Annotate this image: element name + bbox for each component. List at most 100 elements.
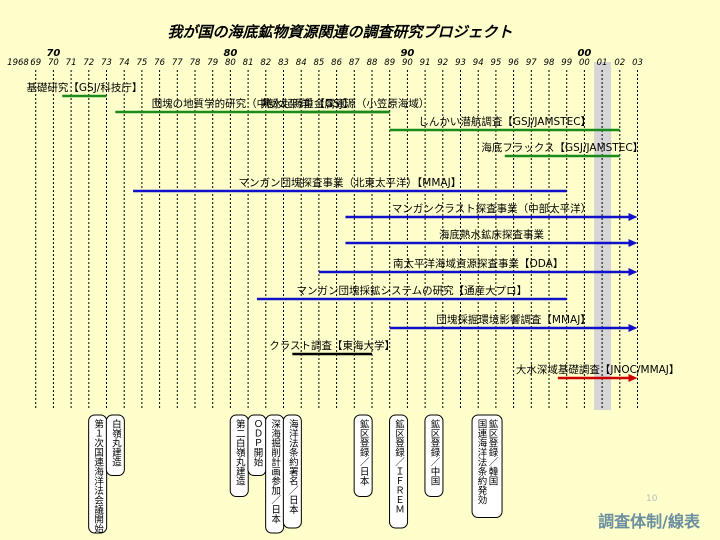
event-label: 鉱区登録／中国: [428, 418, 440, 486]
project-bar: マンガン団塊探査事業（北東太平洋）【MMAJ】: [133, 176, 567, 193]
event-marker: 第１次国連海洋法会議開始: [88, 414, 108, 534]
decade-label: 70: [46, 48, 60, 59]
phase-label: II: [263, 97, 269, 109]
arrow-head: [628, 268, 638, 276]
event-label: 深海掘削計画参加／日本: [269, 419, 281, 524]
event-box: [424, 414, 444, 497]
chart-title: 我が国の海底鉱物資源関連の調査研究プロジェクト: [167, 23, 512, 41]
bar-label: 海底フラックス【GSJ/JAMSTEC】: [481, 141, 643, 154]
event-box: [353, 414, 373, 497]
bar-label: しんかい潜航調査【GSJ/JAMSTEC】: [418, 115, 591, 128]
year-tick-label: 00: [579, 58, 590, 68]
year-tick-label: 69: [30, 58, 41, 68]
year-tick-label: 85: [313, 58, 324, 68]
year-tick-label: 88: [367, 58, 378, 68]
event-marker: 白嶺丸建造: [105, 414, 125, 476]
year-tick-label: 03: [632, 58, 643, 68]
event-box: [389, 414, 409, 529]
event-labels: 第１次国連海洋法会議開始 白嶺丸建造 第二白嶺丸建造 ＯＤＰ開始 深海掘削計画参加／日本…: [88, 414, 503, 534]
year-tick-label: 91: [420, 58, 431, 68]
arrow-head: [628, 324, 638, 332]
bar-label: 団塊の地質学的研究（中部太平洋）【GSJ】: [152, 97, 354, 110]
event-label: 鉱区登録／韓国: [487, 418, 499, 486]
bar-label: 団塊採掘環境影響調査【MMAJ】: [436, 313, 590, 326]
year-tick-label: 94: [473, 58, 484, 68]
event-box: [282, 414, 302, 529]
arrow-head: [628, 213, 638, 221]
project-bar: 団塊採掘環境影響調査【MMAJ】: [389, 313, 638, 332]
year-axis: 1968 69 70 71 72 73 74 75 76 77 78 79 80 81 82 83 84 85 86…: [7, 48, 643, 68]
event-marker: 深海掘削計画参加／日本: [265, 414, 285, 534]
arrow-head: [628, 374, 638, 382]
project-bar: 大水深域基礎調査【JNOC/MMAJ】: [516, 363, 679, 382]
year-tick-label: 77: [172, 58, 183, 68]
event-box: [88, 414, 108, 534]
year-tick-label: 70: [48, 58, 59, 68]
bar-label: マンガン団塊探査事業（北東太平洋）【MMAJ】: [239, 176, 462, 189]
project-bars: 基礎研究【GSJ/科技庁】団塊の地質学的研究（中部太平洋）【GSJ】I II熱水起…: [26, 81, 679, 382]
arrow-head: [628, 239, 638, 247]
event-label: 鉱区登録／ＩＦＲＥＭ: [393, 418, 405, 514]
year-tick-label: 95: [490, 58, 501, 68]
event-label: 白嶺丸建造: [110, 418, 122, 467]
year-tick-label: 75: [136, 58, 147, 68]
year-tick-label: 96: [508, 58, 519, 68]
year-tick-label: 90: [402, 58, 413, 68]
project-bar: 海底フラックス【GSJ/JAMSTEC】: [481, 141, 643, 158]
event-label: 海洋法条約署名／日本: [287, 418, 299, 515]
event-marker: 海洋法条約署名／日本: [282, 414, 302, 529]
year-tick-label: 76: [154, 58, 165, 68]
bar-label: 海底熱水鉱床探査事業: [439, 228, 544, 241]
bar-label: マンガン団塊採鉱システムの研究【通産大プロ】: [296, 284, 527, 297]
bar-label: クラスト調査【東海大学】: [269, 339, 395, 352]
year-tick-label: 84: [296, 58, 307, 68]
year-gridlines: [35, 70, 638, 410]
event-label: 第１次国連海洋法会議開始: [92, 418, 104, 534]
year-tick-label: 83: [278, 58, 289, 68]
event-label: 第二白嶺丸建造: [234, 418, 246, 486]
project-bar: クラスト調査【東海大学】: [269, 339, 395, 356]
year-tick-label: 89: [384, 58, 395, 68]
project-bar: 熱水起源重金属資源（小笠原海域）: [261, 97, 429, 114]
year-tick-label: 98: [544, 58, 555, 68]
year-tick-label: 82: [260, 58, 271, 68]
event-marker: 鉱区登録／ＩＦＲＥＭ: [389, 414, 409, 529]
event-marker: 鉱区登録／日本: [353, 414, 373, 497]
year-tick-label: 78: [190, 58, 201, 68]
year-tick-label: 87: [349, 58, 360, 68]
footer-caption: 調査体制/線表: [598, 512, 700, 531]
project-bar: 基礎研究【GSJ/科技庁】: [26, 81, 142, 98]
project-bar: 南太平洋海域資源探査事業【ODA】: [318, 257, 638, 276]
phase-label: I: [155, 97, 158, 109]
event-label: 国連海洋法条約発効: [476, 419, 488, 505]
project-bar: マンガンクラスト探査事業（中部太平洋）: [345, 202, 638, 221]
decade-label: 00: [577, 48, 591, 59]
year-tick-label: 01: [597, 58, 608, 68]
year-tick-label: 71: [66, 58, 77, 68]
project-bar: マンガン団塊採鉱システムの研究【通産大プロ】: [256, 284, 567, 301]
bar-label: 熱水起源重金属資源（小笠原海域）: [261, 97, 429, 110]
event-box: [471, 414, 503, 518]
bar-label: マンガンクラスト探査事業（中部太平洋）: [392, 202, 591, 215]
decade-label: 90: [400, 48, 414, 59]
year-tick-label: 02: [614, 58, 625, 68]
bar-label: 大水深域基礎調査【JNOC/MMAJ】: [516, 363, 679, 376]
event-marker: ＯＤＰ開始: [247, 414, 267, 476]
year-tick-label: 80: [225, 58, 236, 68]
year-tick-label: 93: [455, 58, 466, 68]
year-tick-label: 97: [526, 58, 537, 68]
event-box: [105, 414, 125, 476]
year-tick-label: 73: [101, 58, 112, 68]
event-marker: 第二白嶺丸建造: [229, 414, 249, 497]
year-tick-label: 81: [243, 58, 254, 68]
year-tick-label: 1968: [7, 58, 29, 68]
year-tick-label: 92: [437, 58, 448, 68]
bar-label: 基礎研究【GSJ/科技庁】: [26, 81, 142, 94]
event-label: 鉱区登録／日本: [358, 418, 370, 486]
decade-label: 80: [223, 48, 237, 59]
project-bar: 海底熱水鉱床探査事業: [345, 228, 638, 247]
event-marker: 鉱区登録／中国: [424, 414, 444, 497]
year-tick-label: 99: [561, 58, 572, 68]
